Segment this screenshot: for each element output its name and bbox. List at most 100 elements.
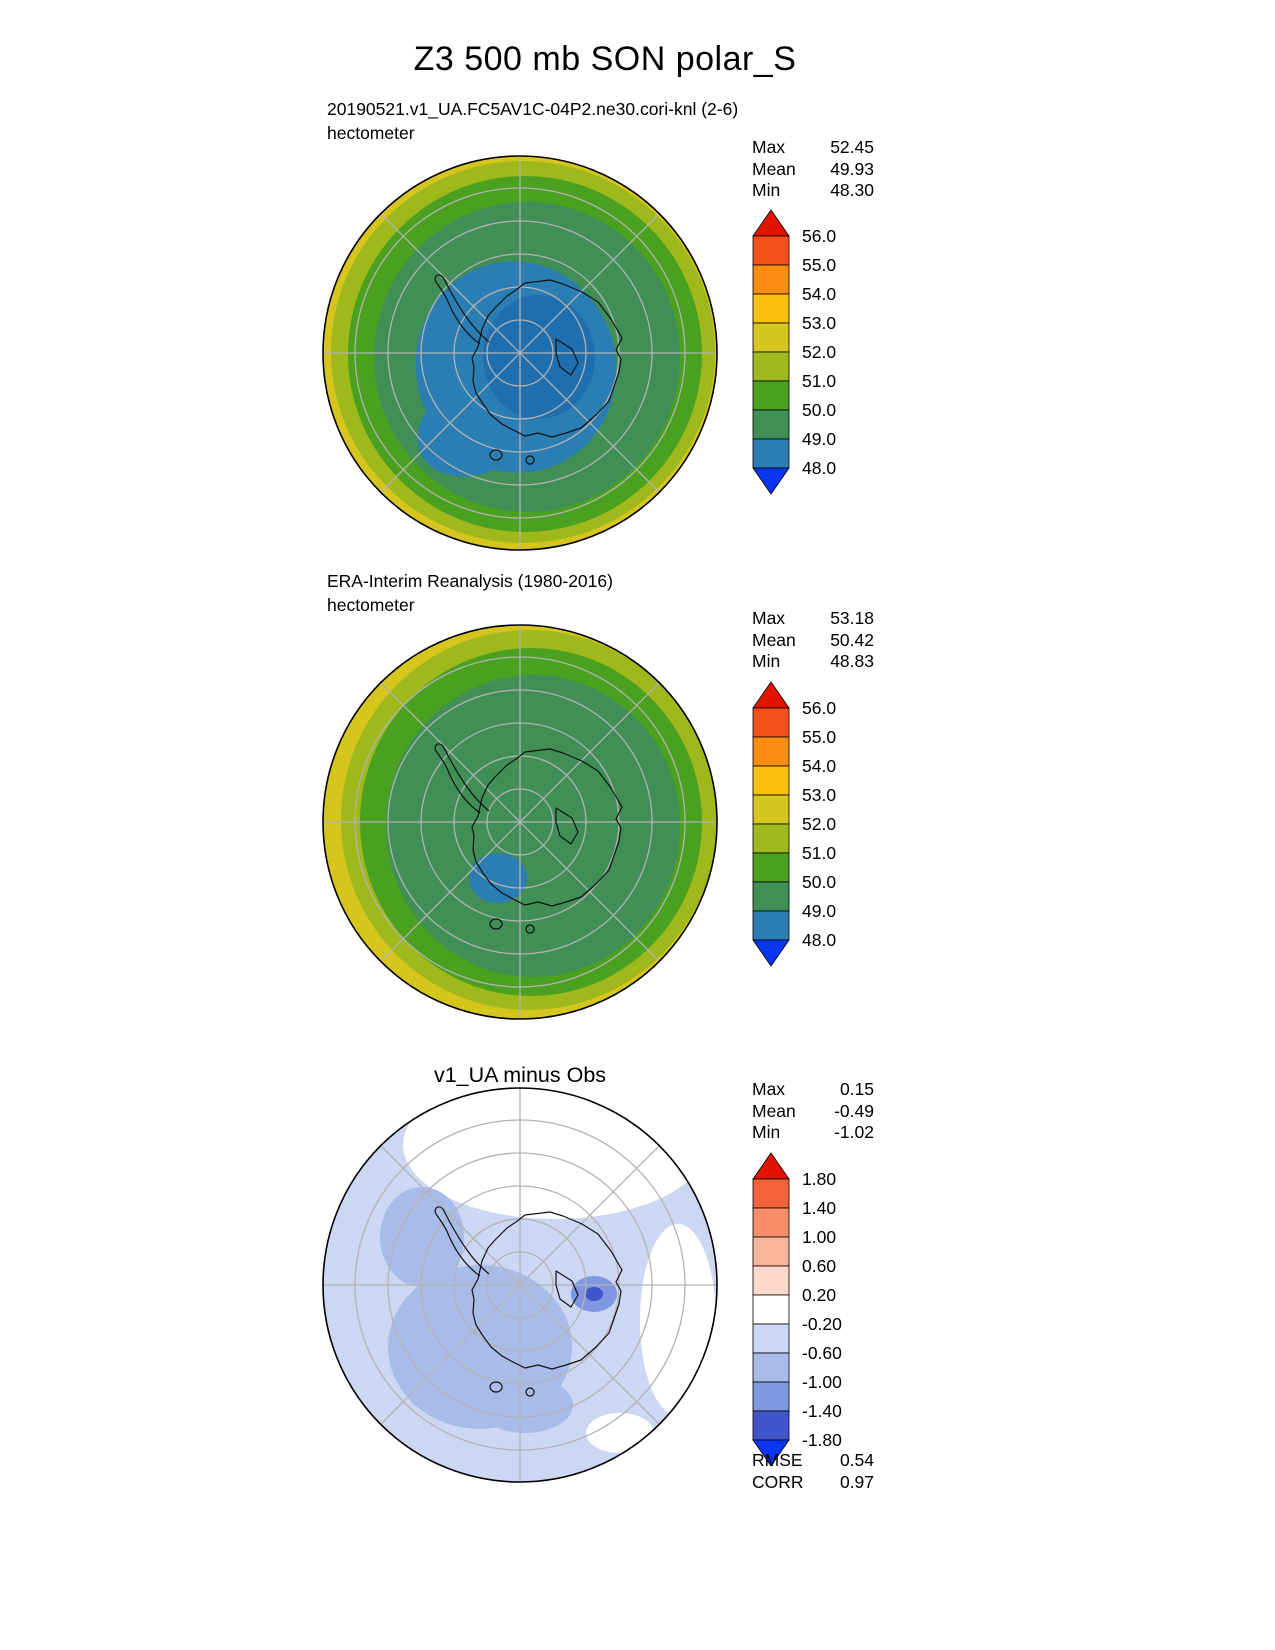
stat-label: Max (752, 1079, 786, 1099)
colorbar-tick-label: -0.20 (802, 1314, 842, 1334)
stat-value: 0.54 (839, 1450, 874, 1470)
colorbar-segment (752, 765, 790, 796)
colorbar-segment (752, 794, 790, 825)
stat-value: 52.45 (830, 137, 874, 157)
stat-label: Min (752, 651, 781, 671)
colorbar-segment (752, 351, 790, 382)
colorbar-segment (752, 910, 790, 941)
colorbar-tick-label: -0.60 (802, 1343, 842, 1363)
colorbar-model: 56.0 55.0 54.0 53.0 52.0 51.0 50.0 49.0 48.0 (752, 209, 864, 508)
colorbar-segment (752, 293, 790, 324)
colorbar-tick-label: -1.40 (802, 1401, 842, 1421)
colorbar-tick-label: 48.0 (802, 930, 836, 950)
colorbar-top-arrow (752, 1152, 790, 1180)
stat-label: Mean (752, 1100, 796, 1121)
stat-row: Mean 49.93 (752, 159, 874, 181)
colorbar-segment (752, 380, 790, 411)
stat-row: Min -1.02 (752, 1122, 874, 1144)
colorbar-segment (752, 823, 790, 854)
panel3-skill-stats: RMSE 0.54 CORR 0.97 (752, 1450, 874, 1493)
colorbar-tick-label: 50.0 (802, 400, 836, 420)
colorbar-tick-label: 1.80 (802, 1169, 836, 1189)
stat-row: Min 48.30 (752, 180, 874, 202)
graticule (323, 625, 717, 1019)
colorbar-svg: 56.0 55.0 54.0 53.0 52.0 51.0 50.0 49.0 48.0 (752, 209, 836, 495)
colorbar-segment (752, 1294, 790, 1325)
panel3-stats: Max 0.15 Mean -0.49 Min -1.02 (752, 1079, 874, 1144)
colorbar-segment (752, 409, 790, 440)
stat-row: Mean 50.42 (752, 630, 874, 652)
colorbar-tick-label: 55.0 (802, 255, 836, 275)
panel3-title: v1_UA minus Obs (433, 1063, 607, 1087)
stat-row: Max 53.18 (752, 608, 874, 630)
stat-value: -1.02 (834, 1122, 874, 1142)
panel2-stats: Max 53.18 Mean 50.42 Min 48.83 (752, 608, 874, 673)
colorbar-tick-label: 50.0 (802, 872, 836, 892)
colorbar-bottom-arrow (752, 467, 790, 495)
stat-value: 50.42 (830, 629, 874, 650)
colorbar-obs: 56.0 55.0 54.0 53.0 52.0 51.0 50.0 49.0 48.0 (752, 681, 864, 980)
colorbar-top-arrow (752, 681, 790, 709)
stat-label: Mean (752, 158, 796, 179)
stat-value: 0.97 (839, 1471, 874, 1492)
stat-label: Max (752, 608, 786, 628)
stat-value: 53.18 (830, 608, 874, 628)
colorbar-segment (752, 707, 790, 738)
colorbar-bottom-arrow (752, 1439, 790, 1467)
colorbar-tick-label: 52.0 (802, 342, 836, 362)
stat-label: Min (752, 180, 781, 200)
colorbar-segment (752, 1352, 790, 1383)
colorbar-tick-label: -1.80 (802, 1430, 842, 1450)
colorbar-tick-label: 54.0 (802, 284, 836, 304)
stat-row: CORR 0.97 (752, 1472, 874, 1494)
colorbar-tick-label: 48.0 (802, 458, 836, 478)
colorbar-segment (752, 1265, 790, 1296)
panel1-stats: Max 52.45 Mean 49.93 Min 48.30 (752, 137, 874, 202)
colorbar-tick-label: 1.40 (802, 1198, 836, 1218)
panel1-units: hectometer (327, 123, 415, 143)
page-title: Z3 500 mb SON polar_S (413, 40, 797, 78)
stat-value: 0.15 (839, 1079, 874, 1099)
colorbar-segment (752, 322, 790, 353)
colorbar-segment (752, 736, 790, 767)
colorbar-tick-label: 1.00 (802, 1227, 836, 1247)
colorbar-tick-label: 54.0 (802, 756, 836, 776)
colorbar-tick-label: -1.00 (802, 1372, 842, 1392)
stat-value: 49.93 (830, 158, 874, 179)
colorbar-tick-label: 0.20 (802, 1285, 836, 1305)
colorbar-segment (752, 264, 790, 295)
graticule (323, 156, 717, 550)
negative-bias-region (380, 1187, 573, 1433)
map-diff (322, 1087, 718, 1483)
map-obs (322, 624, 718, 1020)
stat-label: CORR (752, 1471, 804, 1492)
colorbar-segment (752, 235, 790, 266)
colorbar-top-arrow (752, 209, 790, 237)
low-height-region (469, 853, 527, 903)
stat-label: Max (752, 137, 786, 157)
graticule (323, 1088, 717, 1482)
stat-value: 48.30 (830, 180, 874, 200)
panel2-subtitle: ERA-Interim Reanalysis (1980-2016) (327, 571, 613, 591)
stat-row: RMSE 0.54 (752, 1450, 874, 1472)
stat-value: -0.49 (834, 1100, 874, 1121)
colorbar-segment (752, 1178, 790, 1209)
stat-label: RMSE (752, 1450, 803, 1470)
colorbar-tick-label: 51.0 (802, 843, 836, 863)
colorbar-bottom-arrow (752, 939, 790, 967)
colorbar-segment (752, 1207, 790, 1238)
colorbar-segment (752, 1410, 790, 1441)
colorbar-segment (752, 852, 790, 883)
colorbar-tick-label: 53.0 (802, 785, 836, 805)
colorbar-svg: 1.80 1.40 1.00 0.60 0.20 -0.20 -0.60 -1.00 -1.40… (752, 1152, 842, 1467)
colorbar-tick-label: 53.0 (802, 313, 836, 333)
colorbar-tick-label: 56.0 (802, 698, 836, 718)
colorbar-segment (752, 1323, 790, 1354)
stat-label: Min (752, 1122, 781, 1142)
panel2-units: hectometer (327, 595, 415, 615)
colorbar-tick-label: 49.0 (802, 901, 836, 921)
stat-row: Min 48.83 (752, 651, 874, 673)
colorbar-tick-label: 51.0 (802, 371, 836, 391)
stat-row: Max 52.45 (752, 137, 874, 159)
